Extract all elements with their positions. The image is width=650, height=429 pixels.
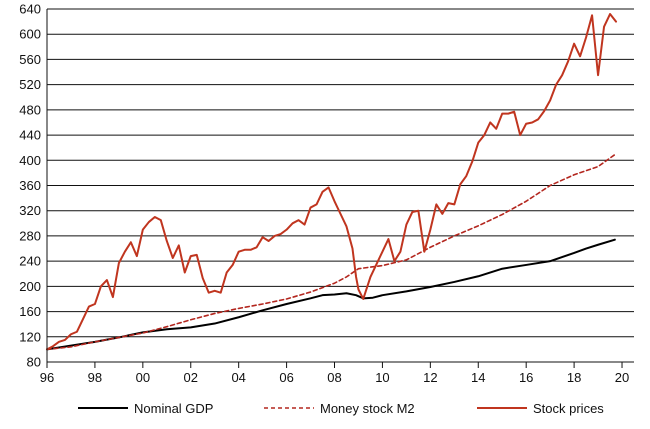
- x-tick-label: 16: [519, 370, 533, 385]
- x-tick-label: 08: [327, 370, 341, 385]
- x-tick-label: 20: [615, 370, 629, 385]
- legend-label: Stock prices: [533, 401, 604, 416]
- y-tick-label: 640: [19, 2, 41, 17]
- y-tick-label: 560: [19, 52, 41, 67]
- x-tick-label: 14: [471, 370, 485, 385]
- x-tick-label: 18: [567, 370, 581, 385]
- y-tick-label: 400: [19, 153, 41, 168]
- series-line-money-stock-m2: [46, 153, 616, 351]
- y-tick-label: 600: [19, 27, 41, 42]
- x-tick-label: 96: [40, 370, 54, 385]
- y-tick-label: 480: [19, 102, 41, 117]
- y-tick-label: 280: [19, 228, 41, 243]
- legend: Nominal GDP Money stock M2 Stock prices: [78, 401, 604, 416]
- series-line-nominal-gdp: [46, 238, 616, 351]
- series-line-stock-prices: [46, 13, 618, 351]
- y-tick-label: 80: [27, 355, 41, 370]
- y-tick-label: 520: [19, 77, 41, 92]
- x-tick-label: 06: [279, 370, 293, 385]
- y-tick-label: 440: [19, 128, 41, 143]
- x-tick-label: 02: [184, 370, 198, 385]
- grid-lines: [47, 8, 634, 363]
- legend-label: Nominal GDP: [134, 401, 213, 416]
- x-tick-label: 10: [375, 370, 389, 385]
- x-tick-label: 98: [88, 370, 102, 385]
- y-tick-label: 160: [19, 304, 41, 319]
- x-tick-label: 00: [136, 370, 150, 385]
- series-layer: [46, 13, 618, 351]
- y-tick-label: 240: [19, 254, 41, 269]
- x-tick-label: 04: [231, 370, 245, 385]
- axes: 8012016020024028032036040044048052056060…: [19, 2, 629, 386]
- y-tick-label: 320: [19, 203, 41, 218]
- x-tick-label: 12: [423, 370, 437, 385]
- legend-label: Money stock M2: [320, 401, 415, 416]
- y-tick-label: 360: [19, 178, 41, 193]
- y-tick-label: 200: [19, 279, 41, 294]
- y-tick-label: 120: [19, 329, 41, 344]
